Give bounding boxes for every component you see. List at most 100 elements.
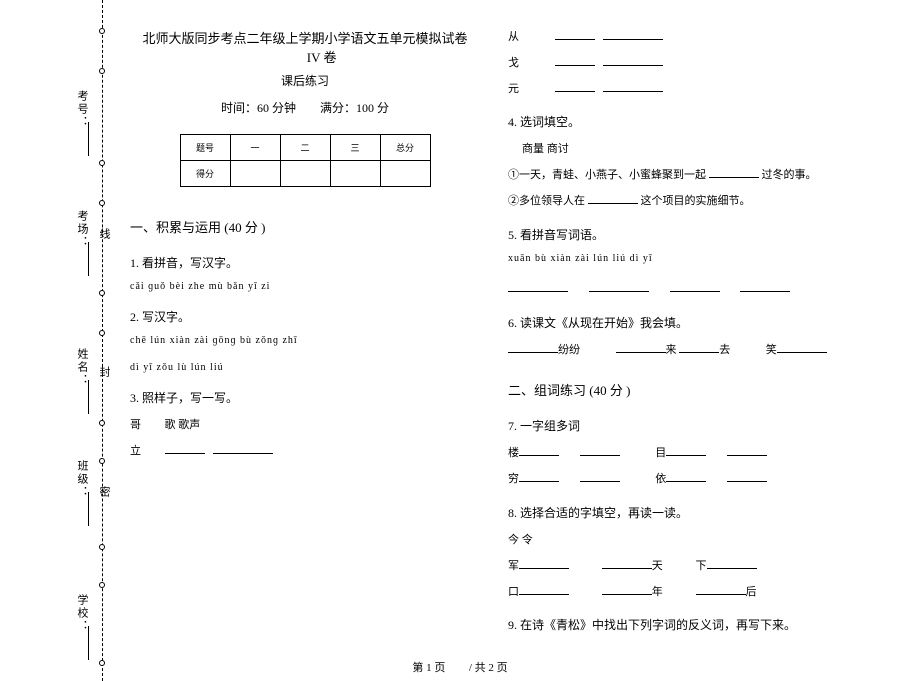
- q6-lai: 来: [666, 344, 677, 356]
- fill-blank[interactable]: [740, 280, 790, 292]
- q4-words: 商量 商讨: [522, 140, 860, 160]
- q8-kou: 口: [508, 586, 519, 598]
- fill-blank[interactable]: [508, 280, 568, 292]
- footer-total: / 共 2 页: [469, 662, 508, 674]
- page-content: 北师大版同步考点二年级上学期小学语文五单元模拟试卷 IV 卷 课后练习 时间：6…: [130, 10, 900, 670]
- time-info: 时间：60 分钟 满分：100 分: [130, 99, 480, 116]
- binding-dot: [99, 420, 105, 426]
- q8-tian: 天: [652, 560, 663, 572]
- fill-blank[interactable]: [555, 54, 595, 66]
- score-value: 100 分: [356, 101, 389, 115]
- fill-blank[interactable]: [555, 28, 595, 40]
- binding-dot: [99, 330, 105, 336]
- title-suffix: IV 卷: [307, 50, 337, 65]
- q8-hou: 后: [746, 586, 757, 598]
- question-4: 4. 选词填空。: [508, 113, 860, 130]
- q3-char-ge: 哥: [130, 419, 141, 431]
- fill-blank[interactable]: [670, 280, 720, 292]
- th-3: 三: [330, 135, 380, 161]
- fill-blank[interactable]: [709, 166, 759, 178]
- q4-1b: 过冬的事。: [762, 169, 817, 181]
- fill-blank[interactable]: [580, 470, 620, 482]
- q6-fenfen: 纷纷: [558, 344, 580, 356]
- fill-blank[interactable]: [602, 583, 652, 595]
- td-blank: [380, 161, 430, 187]
- time-label: 时间：: [221, 101, 257, 115]
- fill-blank[interactable]: [213, 442, 273, 454]
- question-3: 3. 照样子，写一写。: [130, 389, 480, 406]
- table-row: 得分: [180, 161, 430, 187]
- th-1: 一: [230, 135, 280, 161]
- td-blank: [230, 161, 280, 187]
- question-2: 2. 写汉字。: [130, 308, 480, 325]
- binding-dot: [99, 68, 105, 74]
- q7-line-2: 穷 依: [508, 470, 860, 490]
- fill-blank[interactable]: [519, 444, 559, 456]
- binding-fill-line[interactable]: [88, 242, 89, 276]
- seal-char: 密: [96, 486, 112, 499]
- q3-row-cong: 从: [508, 28, 860, 48]
- fill-blank[interactable]: [519, 470, 559, 482]
- q4-2b: 这个项目的实施细节。: [641, 195, 751, 207]
- question-5: 5. 看拼音写词语。: [508, 226, 860, 243]
- binding-fill-line[interactable]: [88, 492, 89, 526]
- section-2-heading: 二、组词练习 (40 分 ): [508, 380, 860, 399]
- binding-dot: [99, 544, 105, 550]
- th-total: 总分: [380, 135, 430, 161]
- fill-blank[interactable]: [508, 341, 558, 353]
- fill-blank[interactable]: [777, 341, 827, 353]
- binding-fill-line[interactable]: [88, 122, 89, 156]
- fill-blank[interactable]: [727, 444, 767, 456]
- td-blank: [280, 161, 330, 187]
- fill-blank[interactable]: [603, 54, 663, 66]
- q2-pinyin-1: chē lún xiàn zài ɡōnɡ bù zǒnɡ zhī: [130, 335, 480, 346]
- q8-xia: 下: [696, 560, 707, 572]
- exam-title: 北师大版同步考点二年级上学期小学语文五单元模拟试卷 IV 卷: [130, 28, 480, 66]
- q1-pinyin: cǎi ɡuǒ bèi zhe mù bǎn yī zi: [130, 281, 480, 292]
- fill-blank[interactable]: [679, 341, 719, 353]
- q4-line-1: ①一天，青蛙、小燕子、小蜜蜂聚到一起 过冬的事。: [508, 166, 860, 186]
- q3-example: 歌 歌声: [165, 419, 201, 431]
- time-value: 60 分钟: [257, 101, 296, 115]
- fill-blank[interactable]: [580, 444, 620, 456]
- fill-blank[interactable]: [666, 444, 706, 456]
- q3-row-ge: 戈: [508, 54, 860, 74]
- fill-blank[interactable]: [519, 583, 569, 595]
- score-table: 题号 一 二 三 总分 得分: [180, 134, 431, 187]
- fill-blank[interactable]: [666, 470, 706, 482]
- binding-dot: [99, 28, 105, 34]
- question-8: 8. 选择合适的字填空，再读一读。: [508, 504, 860, 521]
- q6-xiao: 笑: [766, 344, 777, 356]
- fill-blank[interactable]: [589, 280, 649, 292]
- fill-blank[interactable]: [165, 442, 205, 454]
- fill-blank[interactable]: [616, 341, 666, 353]
- fill-blank[interactable]: [588, 192, 638, 204]
- binding-fill-line[interactable]: [88, 626, 89, 660]
- q8-line-1: 军 天 下: [508, 557, 860, 577]
- fill-blank[interactable]: [602, 557, 652, 569]
- fill-blank[interactable]: [707, 557, 757, 569]
- td-blank: [330, 161, 380, 187]
- td-score-label: 得分: [180, 161, 230, 187]
- seal-char: 线: [96, 228, 112, 241]
- fill-blank[interactable]: [519, 557, 569, 569]
- binding-fill-line[interactable]: [88, 380, 89, 414]
- question-7: 7. 一字组多词: [508, 417, 860, 434]
- fill-blank[interactable]: [555, 80, 595, 92]
- binding-margin: 考号：考场：姓名：班级：学校：线封密: [66, 0, 106, 681]
- fill-blank[interactable]: [603, 28, 663, 40]
- question-6: 6. 读课文《从现在开始》我会填。: [508, 314, 860, 331]
- binding-dot: [99, 458, 105, 464]
- fill-blank[interactable]: [727, 470, 767, 482]
- q8-jun: 军: [508, 560, 519, 572]
- binding-dot: [99, 582, 105, 588]
- fill-blank[interactable]: [603, 80, 663, 92]
- question-9: 9. 在诗《青松》中找出下列字词的反义词，再写下来。: [508, 616, 860, 633]
- q4-2a: ②多位领导人在: [508, 195, 585, 207]
- q8-line-2: 口 年 后: [508, 583, 860, 603]
- q7-mu: 目: [655, 447, 666, 459]
- title-main: 北师大版同步考点二年级上学期小学语文五单元模拟试卷: [142, 31, 467, 46]
- q7-lou: 楼: [508, 447, 519, 459]
- fill-blank[interactable]: [696, 583, 746, 595]
- right-column: 从 戈 元 4. 选词填空。 商量 商讨 ①一天，青蛙、小燕子、小蜜蜂聚到一起 …: [500, 10, 880, 670]
